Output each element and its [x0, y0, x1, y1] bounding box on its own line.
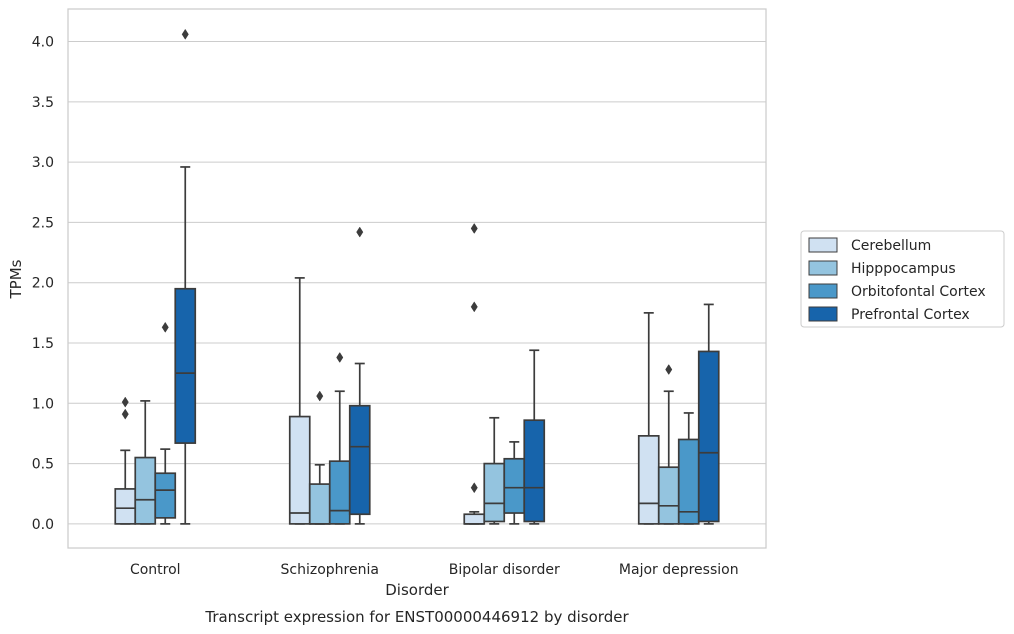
outlier-point — [316, 390, 324, 402]
box-iqr — [328, 460, 351, 525]
y-tick-label: 0.0 — [32, 517, 54, 533]
boxes — [114, 28, 720, 525]
legend-frame — [800, 230, 1005, 328]
y-tick-label: 3.0 — [32, 155, 54, 171]
y-tick-label: 2.5 — [32, 215, 54, 231]
outlier-point — [356, 226, 364, 238]
y-tick-label: 1.5 — [32, 336, 54, 352]
chart-caption: Transcript expression for ENST0000044691… — [204, 608, 629, 626]
legend-label: Prefrontal Cortex — [851, 307, 970, 323]
box-hipppocampus — [657, 364, 680, 525]
outlier-point — [665, 364, 673, 376]
outlier-point — [121, 396, 129, 408]
box-iqr — [637, 435, 660, 525]
outlier-point — [181, 28, 189, 40]
y-tick-label: 1.0 — [32, 396, 54, 412]
outlier-point — [470, 482, 478, 494]
y-tick-label: 0.5 — [32, 457, 54, 473]
box-iqr — [463, 513, 486, 525]
outlier-point — [470, 222, 478, 234]
box-cerebellum — [637, 312, 660, 525]
x-tick-label: Schizophrenia — [281, 562, 379, 578]
box-iqr — [697, 350, 720, 523]
legend-swatch — [808, 283, 838, 299]
x-tick-labels: Control Schizophrenia Bipolar disorder Majo… — [130, 562, 739, 578]
box-prefrontal-cortex — [523, 349, 546, 525]
legend: Cerebellum Hipppocampus Orbitofontal Corte… — [800, 230, 1005, 328]
legend-swatch — [808, 260, 838, 276]
box-prefrontal-cortex — [348, 226, 371, 525]
box-prefrontal-cortex — [174, 28, 197, 525]
outlier-point — [470, 301, 478, 313]
y-tick-label: 2.0 — [32, 276, 54, 292]
x-axis-title: Disorder — [385, 581, 449, 599]
box-iqr — [288, 415, 311, 525]
box-iqr — [503, 457, 526, 514]
box-cerebellum — [114, 396, 137, 525]
outlier-point — [121, 408, 129, 420]
box-hipppocampus — [134, 400, 157, 525]
legend-label: Cerebellum — [851, 238, 931, 254]
box-iqr — [154, 472, 177, 519]
box-iqr — [308, 483, 331, 525]
grid-lines — [68, 41, 766, 525]
y-tick-label: 3.5 — [32, 95, 54, 111]
legend-swatch — [808, 306, 838, 322]
box-hipppocampus — [308, 390, 331, 525]
box-iqr — [483, 462, 506, 523]
box-orbitofontal-cortex — [677, 412, 700, 525]
box-orbitofontal-cortex — [503, 441, 526, 525]
y-tick-labels: 0.0 0.5 1.0 1.5 2.0 2.5 3.0 3.5 4.0 — [32, 35, 54, 533]
outlier-point — [161, 321, 169, 333]
legend-label: Hipppocampus — [851, 261, 956, 277]
y-axis-title: TPMs — [7, 259, 25, 299]
box-iqr — [657, 466, 680, 525]
box-iqr — [174, 287, 197, 444]
box-hipppocampus — [483, 416, 506, 525]
box-iqr — [114, 488, 137, 525]
legend-swatch — [808, 237, 838, 253]
x-tick-label: Major depression — [619, 562, 739, 578]
box-prefrontal-cortex — [697, 303, 720, 525]
box-cerebellum — [288, 277, 311, 525]
plot-frame — [67, 8, 767, 549]
box-iqr — [134, 456, 157, 525]
box-orbitofontal-cortex — [154, 321, 177, 525]
box-cerebellum — [463, 222, 486, 525]
outlier-point — [336, 352, 344, 363]
x-tick-label: Bipolar disorder — [449, 562, 560, 578]
x-tick-label: Control — [130, 562, 181, 578]
box-iqr — [348, 404, 371, 516]
y-tick-label: 4.0 — [32, 35, 54, 51]
legend-label: Orbitofontal Cortex — [851, 284, 986, 300]
box-iqr — [523, 419, 546, 523]
box-orbitofontal-cortex — [328, 352, 351, 525]
